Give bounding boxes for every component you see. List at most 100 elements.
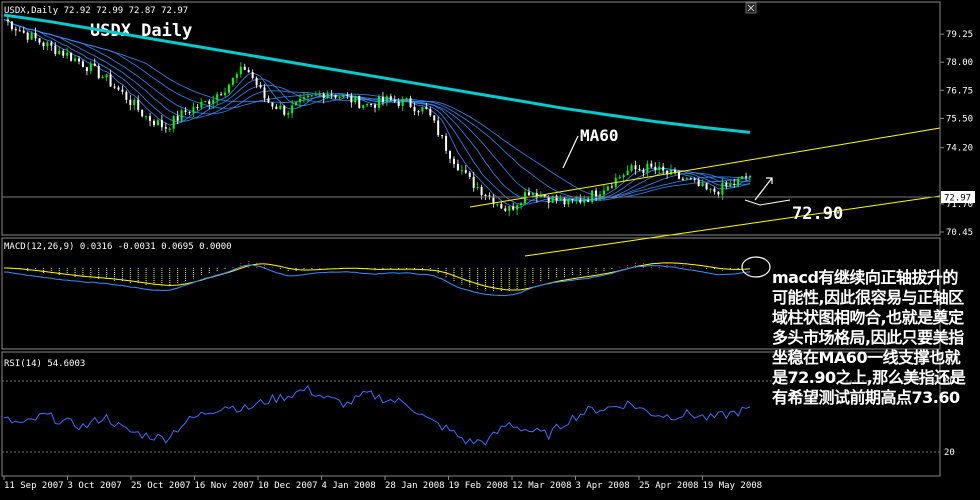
candle-body bbox=[449, 150, 452, 159]
candlestick bbox=[741, 175, 744, 180]
candlestick bbox=[642, 167, 645, 177]
candle-body bbox=[287, 113, 290, 115]
candle-body bbox=[433, 115, 436, 121]
candle-body bbox=[697, 179, 700, 187]
candle-body bbox=[34, 32, 37, 39]
price-tick-label: 75.50 bbox=[946, 114, 973, 124]
candlestick bbox=[468, 170, 471, 180]
candlestick bbox=[231, 77, 234, 87]
candle-body bbox=[38, 38, 41, 43]
candlestick bbox=[689, 177, 692, 180]
breakout-arrowhead-icon bbox=[766, 177, 773, 184]
candlestick bbox=[200, 98, 203, 110]
candlestick bbox=[314, 91, 317, 96]
candle-body bbox=[413, 106, 416, 112]
candle-body bbox=[46, 42, 49, 47]
candlestick bbox=[417, 110, 420, 116]
candle-body bbox=[121, 89, 124, 92]
candle-body bbox=[480, 186, 483, 196]
candle-body bbox=[188, 111, 191, 113]
candlestick bbox=[508, 206, 511, 217]
candle-body bbox=[283, 105, 286, 115]
candlesticks bbox=[6, 14, 751, 217]
candle-body bbox=[93, 63, 96, 66]
candlestick bbox=[452, 156, 455, 168]
candle-body bbox=[381, 96, 384, 102]
candlestick bbox=[709, 188, 712, 193]
candlestick bbox=[172, 115, 175, 133]
candle-body bbox=[255, 78, 258, 86]
candlestick bbox=[472, 171, 475, 192]
candlestick bbox=[638, 164, 641, 172]
candlestick bbox=[606, 185, 609, 192]
candle-body bbox=[326, 93, 329, 99]
candle-body bbox=[666, 170, 669, 175]
candle-body bbox=[425, 107, 428, 109]
time-tick-label: 3 Apr 2008 bbox=[576, 481, 630, 491]
candle-body bbox=[476, 186, 479, 188]
candle-body bbox=[216, 94, 219, 100]
moving-average-band-5 bbox=[3, 19, 751, 201]
candle-body bbox=[81, 61, 84, 68]
candle-body bbox=[551, 195, 554, 203]
candlestick bbox=[393, 95, 396, 104]
candle-body bbox=[559, 198, 562, 201]
candlestick bbox=[504, 205, 507, 213]
candle-body bbox=[184, 110, 187, 112]
price-tick-label: 78.00 bbox=[946, 58, 973, 68]
candlestick bbox=[22, 26, 25, 34]
candlestick bbox=[674, 167, 677, 175]
candle-body bbox=[74, 58, 77, 61]
candle-body bbox=[610, 186, 613, 188]
candlestick bbox=[725, 180, 728, 190]
candlestick bbox=[196, 103, 199, 111]
candle-body bbox=[520, 203, 523, 206]
candle-body bbox=[674, 169, 677, 173]
candle-body bbox=[745, 176, 748, 178]
close-icon[interactable] bbox=[745, 2, 757, 14]
candle-body bbox=[374, 104, 377, 108]
candle-body bbox=[295, 102, 298, 106]
candlestick bbox=[93, 58, 96, 67]
rsi-series bbox=[3, 384, 751, 446]
candlestick bbox=[137, 95, 140, 113]
candle-body bbox=[417, 111, 420, 113]
time-tick-label: 19 Feb 2008 bbox=[449, 481, 509, 491]
candlestick bbox=[425, 102, 428, 110]
time-tick-label: 16 Nov 2007 bbox=[195, 481, 255, 491]
candlestick bbox=[634, 160, 637, 175]
candle-body bbox=[670, 169, 673, 175]
candle-body bbox=[547, 196, 550, 203]
candle-body bbox=[235, 74, 238, 78]
candle-body bbox=[145, 116, 148, 118]
macd-panel-frame bbox=[1, 237, 941, 350]
candlestick bbox=[58, 46, 61, 55]
candlestick bbox=[358, 95, 361, 109]
candle-body bbox=[401, 98, 404, 106]
candle-body bbox=[231, 77, 234, 85]
candle-body bbox=[208, 101, 211, 104]
candle-body bbox=[42, 42, 45, 47]
moving-average-band-4 bbox=[3, 19, 751, 202]
candle-body bbox=[306, 95, 309, 98]
time-tick-label: 11 Sep 2007 bbox=[4, 481, 64, 491]
candlestick bbox=[216, 91, 219, 105]
candlestick bbox=[101, 74, 104, 79]
candlestick bbox=[334, 94, 337, 100]
time-tick-label: 19 May 2008 bbox=[703, 481, 763, 491]
candlestick bbox=[121, 85, 124, 95]
candle-body bbox=[164, 127, 167, 129]
candlestick bbox=[302, 92, 305, 103]
candlestick bbox=[149, 112, 152, 127]
candlestick bbox=[26, 31, 29, 43]
chart-title: USDX Daily bbox=[90, 21, 192, 41]
candle-body bbox=[591, 190, 594, 203]
candle-body bbox=[227, 84, 230, 93]
candlestick bbox=[271, 102, 274, 110]
candle-body bbox=[133, 99, 136, 106]
candle-body bbox=[322, 93, 325, 99]
candle-body bbox=[299, 98, 302, 103]
rsi-line bbox=[3, 384, 751, 446]
candlestick bbox=[168, 127, 171, 132]
candle-body bbox=[567, 199, 570, 205]
